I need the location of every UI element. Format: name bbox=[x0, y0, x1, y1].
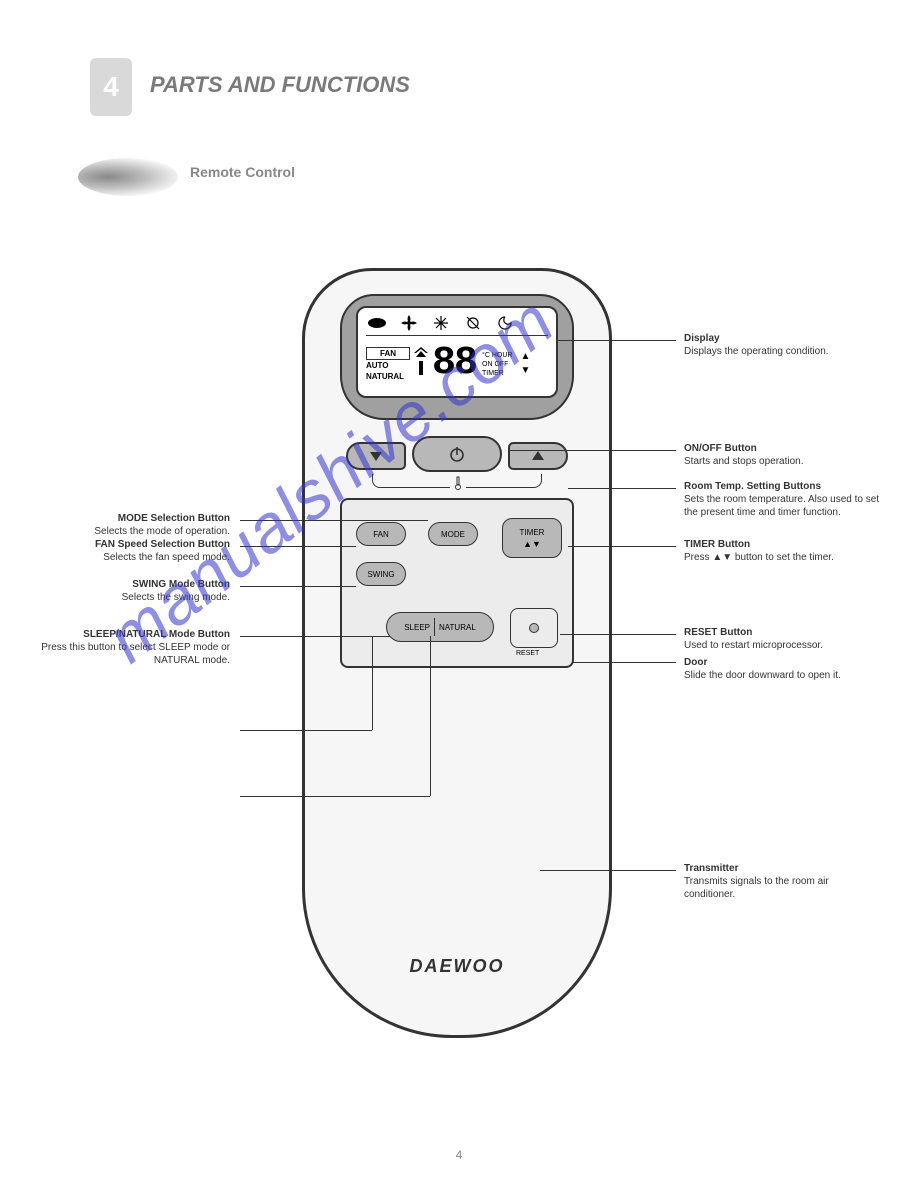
callout-mode-desc: Selects the mode of operation. bbox=[94, 526, 230, 537]
timer-c-hour: °C HOUR bbox=[482, 351, 512, 360]
line-door-v bbox=[572, 634, 573, 662]
callout-fan-title: FAN Speed Selection Button bbox=[40, 538, 230, 551]
power-button[interactable] bbox=[412, 436, 502, 472]
fan-button[interactable]: FAN bbox=[356, 522, 406, 546]
callout-swing-desc: Selects the swing mode. bbox=[122, 592, 230, 603]
natural-label: NATURAL bbox=[439, 623, 476, 632]
section-ellipse bbox=[78, 158, 178, 196]
callout-timer: TIMER Button Press ▲▼ button to set the … bbox=[684, 538, 884, 564]
reset-button[interactable] bbox=[510, 608, 558, 648]
callout-transmit: Transmitter Transmits signals to the roo… bbox=[684, 862, 864, 901]
callout-swing-title: SWING Mode Button bbox=[60, 578, 230, 591]
callout-roomtemp-title: Room Temp. Setting Buttons bbox=[684, 480, 884, 493]
sleep-natural-button[interactable]: SLEEP NATURAL bbox=[386, 612, 494, 642]
callout-reset: RESET Button Used to restart microproces… bbox=[684, 626, 864, 652]
line-nat bbox=[240, 796, 430, 797]
display-arrow-down: ▼ bbox=[520, 364, 530, 378]
timer-button[interactable]: TIMER ▲▼ bbox=[502, 518, 562, 558]
sleep-divider bbox=[434, 618, 435, 636]
callout-timer-title: TIMER Button bbox=[684, 538, 884, 551]
remote-control: FAN AUTO NATURAL 88 °C HOUR ON OFF TIMER… bbox=[302, 268, 612, 1038]
callout-sleepnat-desc: Press this button to select SLEEP mode o… bbox=[41, 642, 230, 666]
callout-display-desc: Displays the operating condition. bbox=[684, 346, 829, 357]
callout-mode: MODE Selection Button Selects the mode o… bbox=[60, 512, 230, 538]
mode-icon-row bbox=[366, 314, 548, 336]
timer-onoff: ON OFF bbox=[482, 360, 512, 369]
temp-digits: 88 bbox=[432, 344, 476, 384]
timer-timer: TIMER bbox=[482, 369, 512, 378]
door-panel: FAN MODE TIMER ▲▼ SWING SLEEP NATURAL RE… bbox=[340, 498, 574, 668]
callout-display-title: Display bbox=[684, 332, 854, 345]
line-sleep-v bbox=[372, 636, 373, 730]
fan-label-natural: NATURAL bbox=[366, 371, 410, 382]
callout-transmit-desc: Transmits signals to the room air condit… bbox=[684, 876, 829, 900]
page-number: 4 bbox=[90, 58, 132, 116]
callout-roomtemp-desc: Sets the room temperature. Also used to … bbox=[684, 494, 879, 518]
line-onoff bbox=[510, 450, 676, 451]
heat-mode-icon bbox=[494, 315, 516, 331]
fan-label-auto: AUTO bbox=[366, 360, 410, 371]
line-reset bbox=[560, 634, 676, 635]
page-footer: 4 bbox=[0, 1148, 918, 1162]
signal-icon bbox=[414, 347, 428, 382]
temp-down-button[interactable] bbox=[346, 442, 406, 470]
line-door bbox=[572, 662, 676, 663]
callout-transmit-title: Transmitter bbox=[684, 862, 864, 875]
reset-label: RESET bbox=[516, 650, 539, 657]
callout-sleepnat-title: SLEEP/NATURAL Mode Button bbox=[30, 628, 230, 641]
fan-labels: FAN AUTO NATURAL bbox=[366, 347, 410, 382]
timer-button-arrows: ▲▼ bbox=[523, 539, 541, 549]
brand-logo: DAEWOO bbox=[302, 956, 612, 977]
line-fan bbox=[240, 546, 356, 547]
page-title: PARTS AND FUNCTIONS bbox=[150, 72, 410, 98]
callout-onoff-desc: Starts and stops operation. bbox=[684, 456, 804, 467]
line-sleep bbox=[240, 636, 390, 637]
reset-dot bbox=[529, 623, 539, 633]
section-label: Remote Control bbox=[190, 164, 295, 180]
line-transmit bbox=[540, 870, 676, 871]
callout-fan-desc: Selects the fan speed mode. bbox=[103, 552, 230, 563]
auto-mode-icon bbox=[366, 315, 388, 331]
callout-sleepnat: SLEEP/NATURAL Mode Button Press this but… bbox=[30, 628, 230, 667]
callout-roomtemp: Room Temp. Setting Buttons Sets the room… bbox=[684, 480, 884, 519]
mode-button[interactable]: MODE bbox=[428, 522, 478, 546]
callout-timer-desc: Press ▲▼ button to set the timer. bbox=[684, 552, 834, 563]
callout-door-desc: Slide the door downward to open it. bbox=[684, 670, 841, 681]
line-roomtemp bbox=[568, 488, 676, 489]
lcd-display: FAN AUTO NATURAL 88 °C HOUR ON OFF TIMER… bbox=[356, 306, 558, 398]
line-sleep2 bbox=[240, 730, 372, 731]
fan-label-fan: FAN bbox=[366, 347, 410, 360]
callout-onoff-title: ON/OFF Button bbox=[684, 442, 854, 455]
sleep-label: SLEEP bbox=[404, 623, 430, 632]
line-display bbox=[556, 340, 676, 341]
thermometer-icon bbox=[450, 476, 466, 493]
swing-button[interactable]: SWING bbox=[356, 562, 406, 586]
callout-display: Display Displays the operating condition… bbox=[684, 332, 854, 358]
callout-swing: SWING Mode Button Selects the swing mode… bbox=[60, 578, 230, 604]
cool-mode-icon bbox=[430, 315, 452, 331]
fan-mode-icon bbox=[398, 315, 420, 331]
temp-up-button[interactable] bbox=[508, 442, 568, 470]
display-arrows: ▲ ▼ bbox=[520, 350, 530, 378]
callout-reset-desc: Used to restart microprocessor. bbox=[684, 640, 823, 651]
line-nat-v bbox=[430, 636, 431, 796]
line-swing bbox=[240, 586, 356, 587]
line-timer bbox=[568, 546, 676, 547]
display-arrow-up: ▲ bbox=[520, 350, 530, 364]
callout-onoff: ON/OFF Button Starts and stops operation… bbox=[684, 442, 854, 468]
callout-door: Door Slide the door downward to open it. bbox=[684, 656, 864, 682]
callout-fan: FAN Speed Selection Button Selects the f… bbox=[40, 538, 230, 564]
callout-door-title: Door bbox=[684, 656, 864, 669]
timer-button-label: TIMER bbox=[520, 528, 545, 537]
callout-mode-title: MODE Selection Button bbox=[60, 512, 230, 525]
timer-labels: °C HOUR ON OFF TIMER bbox=[482, 351, 512, 378]
display-row2: FAN AUTO NATURAL 88 °C HOUR ON OFF TIMER… bbox=[366, 336, 548, 392]
dry-mode-icon bbox=[462, 315, 484, 331]
line-mode bbox=[240, 520, 428, 521]
callout-reset-title: RESET Button bbox=[684, 626, 864, 639]
